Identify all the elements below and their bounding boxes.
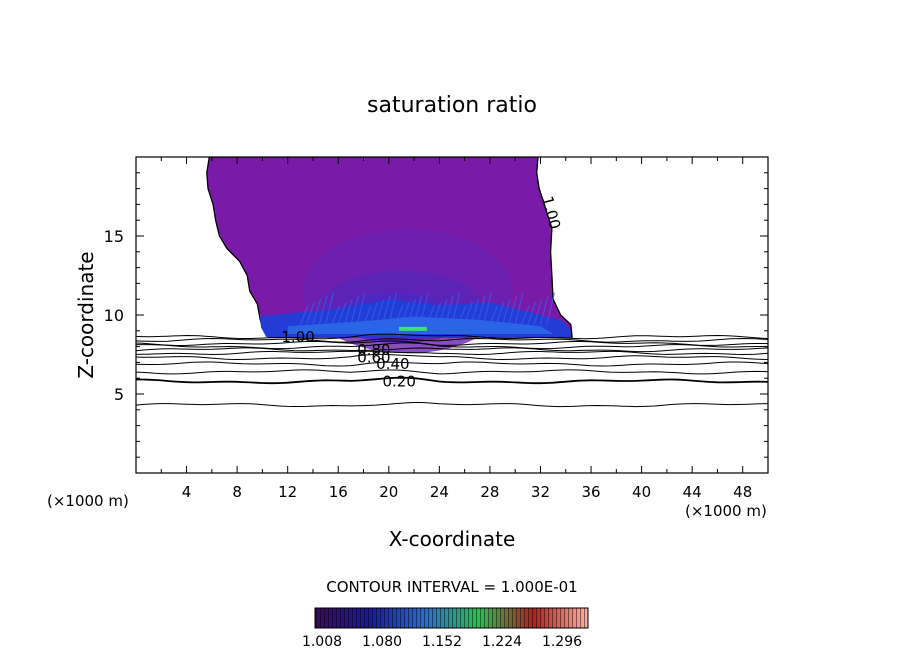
cloud-streak — [337, 302, 347, 325]
contour-labels: 0.200.400.600.801.001.00 — [281, 194, 564, 390]
cloud-streak — [438, 298, 448, 325]
cloud-region — [206, 157, 573, 354]
contour-label: 0.20 — [382, 372, 415, 390]
x-tick-label: 40 — [632, 483, 651, 501]
y-axis-ticks: 5 10 15 — [104, 172, 768, 458]
x-axis-ticks: 4 8 12 16 20 24 28 32 36 40 44 48 — [160, 157, 752, 501]
cloud-streak — [400, 302, 410, 325]
contour-line — [136, 369, 768, 375]
cloud-streak — [318, 295, 328, 325]
x-tick-label: 36 — [581, 483, 600, 501]
cloud-streak — [356, 292, 366, 325]
cloud-streak — [375, 298, 385, 325]
contour-label: 0.60 — [357, 349, 390, 367]
cloud-streak — [299, 305, 309, 325]
cloud-streak — [520, 305, 530, 325]
cloud-streak — [527, 302, 537, 325]
cloud-streak — [305, 302, 315, 325]
cloud-streak — [324, 292, 334, 325]
x-tick-label: 44 — [683, 483, 702, 501]
x-tick-label: 48 — [733, 483, 752, 501]
cloud-streak — [495, 302, 505, 325]
colorbar-stripes — [315, 608, 588, 628]
x-unit-right: (×1000 m) — [685, 502, 767, 520]
contour-line — [136, 376, 768, 385]
contour-line — [136, 361, 768, 367]
contour-line — [136, 340, 768, 347]
x-tick-label: 32 — [531, 483, 550, 501]
colorbar — [314, 607, 589, 629]
cloud-streak — [489, 305, 499, 325]
plot-area — [136, 157, 768, 408]
cloud-streak — [482, 292, 492, 325]
cloud-streak — [413, 295, 423, 325]
cloud-streak — [369, 302, 379, 325]
cloud-streak — [470, 298, 480, 325]
x-tick-label: 4 — [182, 483, 192, 501]
supersaturation-peak — [398, 326, 427, 331]
colorbar-tick-label: 1.008 — [302, 634, 342, 650]
colorbar-tick-labels: 1.008 1.080 1.152 1.224 1.296 — [302, 634, 582, 650]
cloud-streak — [432, 302, 442, 325]
chart-title: saturation ratio — [367, 93, 537, 118]
x-tick-label: 16 — [329, 483, 348, 501]
cloud-streak — [394, 305, 404, 325]
colorbar-tick-label: 1.296 — [542, 634, 582, 650]
supersaturation-band-inner — [287, 316, 554, 334]
colorbar-tick-label: 1.080 — [362, 634, 402, 650]
contour-line — [136, 337, 768, 343]
x-tick-label: 28 — [480, 483, 499, 501]
contour-label: 0.80 — [357, 341, 390, 359]
cloud-streak — [407, 298, 417, 325]
contour-line — [136, 333, 768, 340]
cloud-streak — [539, 295, 549, 325]
cloud-streak — [388, 292, 398, 325]
colorbar-frame — [314, 607, 589, 629]
contour-label: 1.00 — [281, 328, 314, 346]
x-tick-label: 8 — [232, 483, 242, 501]
cloud-streak — [350, 295, 360, 325]
cloud-streak — [331, 305, 341, 325]
cloud-streak — [463, 302, 473, 325]
x-unit-left: (×1000 m) — [47, 492, 129, 510]
y-tick-label: 15 — [104, 227, 124, 246]
cloud-streak — [457, 305, 467, 325]
x-axis-label: X-coordinate — [389, 527, 516, 551]
contour-label: 0.40 — [376, 355, 409, 373]
x-tick-label: 12 — [278, 483, 297, 501]
cloud-streak — [312, 298, 322, 325]
y-tick-label: 5 — [114, 385, 124, 404]
cloud-streak — [362, 305, 372, 325]
contour-lines — [136, 333, 768, 408]
x-tick-label: 20 — [379, 483, 398, 501]
cloud-streak — [445, 295, 454, 325]
cloud-streak — [343, 298, 353, 325]
cloud-streak — [508, 295, 518, 325]
contour-line — [136, 402, 768, 408]
contour-line — [136, 353, 768, 361]
cloud-streak — [419, 292, 429, 325]
cloud-streak — [381, 295, 391, 325]
cloud-streak — [514, 292, 524, 325]
cloud-streak — [533, 298, 543, 325]
x-tick-label: 24 — [430, 483, 449, 501]
contour-line — [136, 347, 768, 353]
cloud-streak — [426, 305, 435, 325]
cloud-streak — [501, 298, 511, 325]
y-tick-label: 10 — [104, 306, 124, 325]
cloud-streak — [546, 292, 556, 325]
colorbar-tick-label: 1.224 — [482, 634, 522, 650]
contour-line — [136, 350, 768, 356]
cloud-streak — [476, 295, 486, 325]
colorbar-tick-label: 1.152 — [422, 634, 462, 650]
cloud-streak — [451, 292, 461, 325]
contour-line — [136, 342, 768, 350]
y-axis-label: Z-coordinate — [74, 251, 98, 378]
contour-interval-label: CONTOUR INTERVAL = 1.000E-01 — [326, 578, 577, 596]
